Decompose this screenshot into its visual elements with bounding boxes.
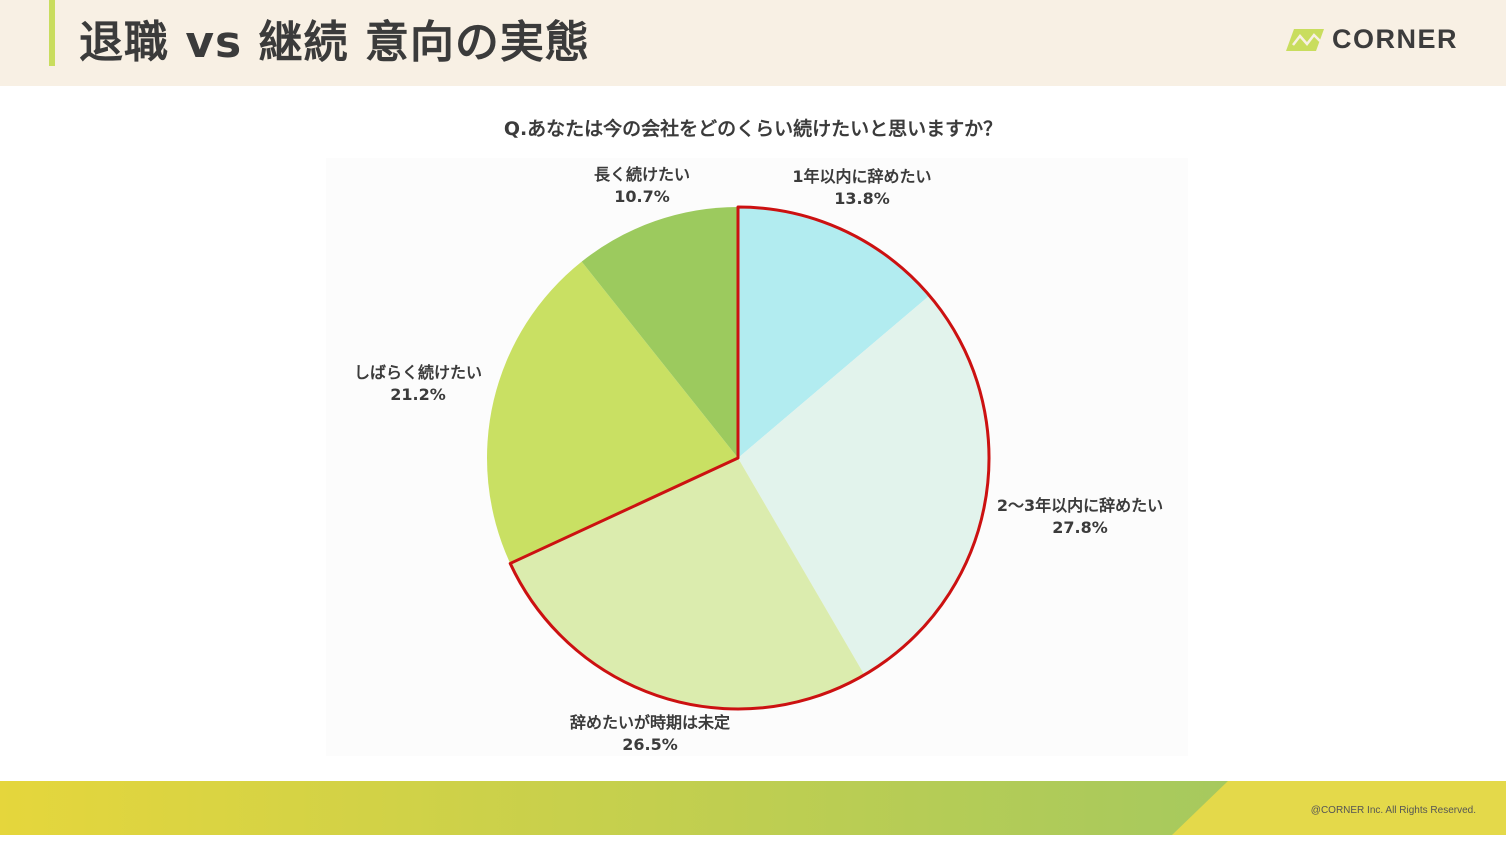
slice-value-label: 13.8% bbox=[834, 189, 890, 208]
slice-value-label: 27.8% bbox=[1052, 518, 1108, 537]
slice-category-label: 1年以内に辞めたい bbox=[792, 167, 931, 186]
slice-category-label: しばらく続けたい bbox=[354, 363, 482, 382]
pie-slice-1 bbox=[738, 207, 930, 458]
pie-chart: 1年以内に辞めたい 13.8% 2〜3年以内に辞めたい 27.8% 辞めたいが時期は未定… bbox=[354, 165, 1163, 754]
page-title: 退職 vs 継続 意向の実態 bbox=[79, 17, 590, 68]
slice-value-label: 21.2% bbox=[390, 385, 446, 404]
pie-chart-panel: 1年以内に辞めたい 13.8% 2〜3年以内に辞めたい 27.8% 辞めたいが時期は未定… bbox=[326, 158, 1188, 756]
highlight-outline bbox=[508, 205, 991, 711]
slice-category-label: 2〜3年以内に辞めたい bbox=[997, 496, 1163, 515]
pie-slice-5 bbox=[581, 207, 738, 458]
pie-slice-4 bbox=[487, 261, 738, 564]
copyright-text: @CORNER Inc. All Rights Reserved. bbox=[1310, 805, 1476, 816]
slice-category-label: 長く続けたい bbox=[594, 165, 690, 184]
slice-category-label: 辞めたいが時期は未定 bbox=[570, 713, 730, 732]
logo-text: CORNER bbox=[1332, 23, 1459, 54]
pie-slice-2 bbox=[738, 295, 989, 675]
slice-value-label: 10.7% bbox=[614, 187, 670, 206]
footer-stripe bbox=[0, 781, 1506, 835]
footer-band bbox=[0, 781, 1506, 835]
corner-logo-mark-icon bbox=[1286, 29, 1324, 51]
pie-slice-3 bbox=[510, 458, 865, 709]
header-bar: 退職 vs 継続 意向の実態 CORNER bbox=[0, 0, 1506, 86]
slice-value-label: 26.5% bbox=[622, 735, 678, 754]
survey-question: Q.あなたは今の会社をどのくらい続けたいと思いますか？ bbox=[503, 118, 1003, 140]
header-accent-bar bbox=[49, 0, 55, 66]
corner-logo[interactable]: CORNER bbox=[1286, 24, 1458, 54]
